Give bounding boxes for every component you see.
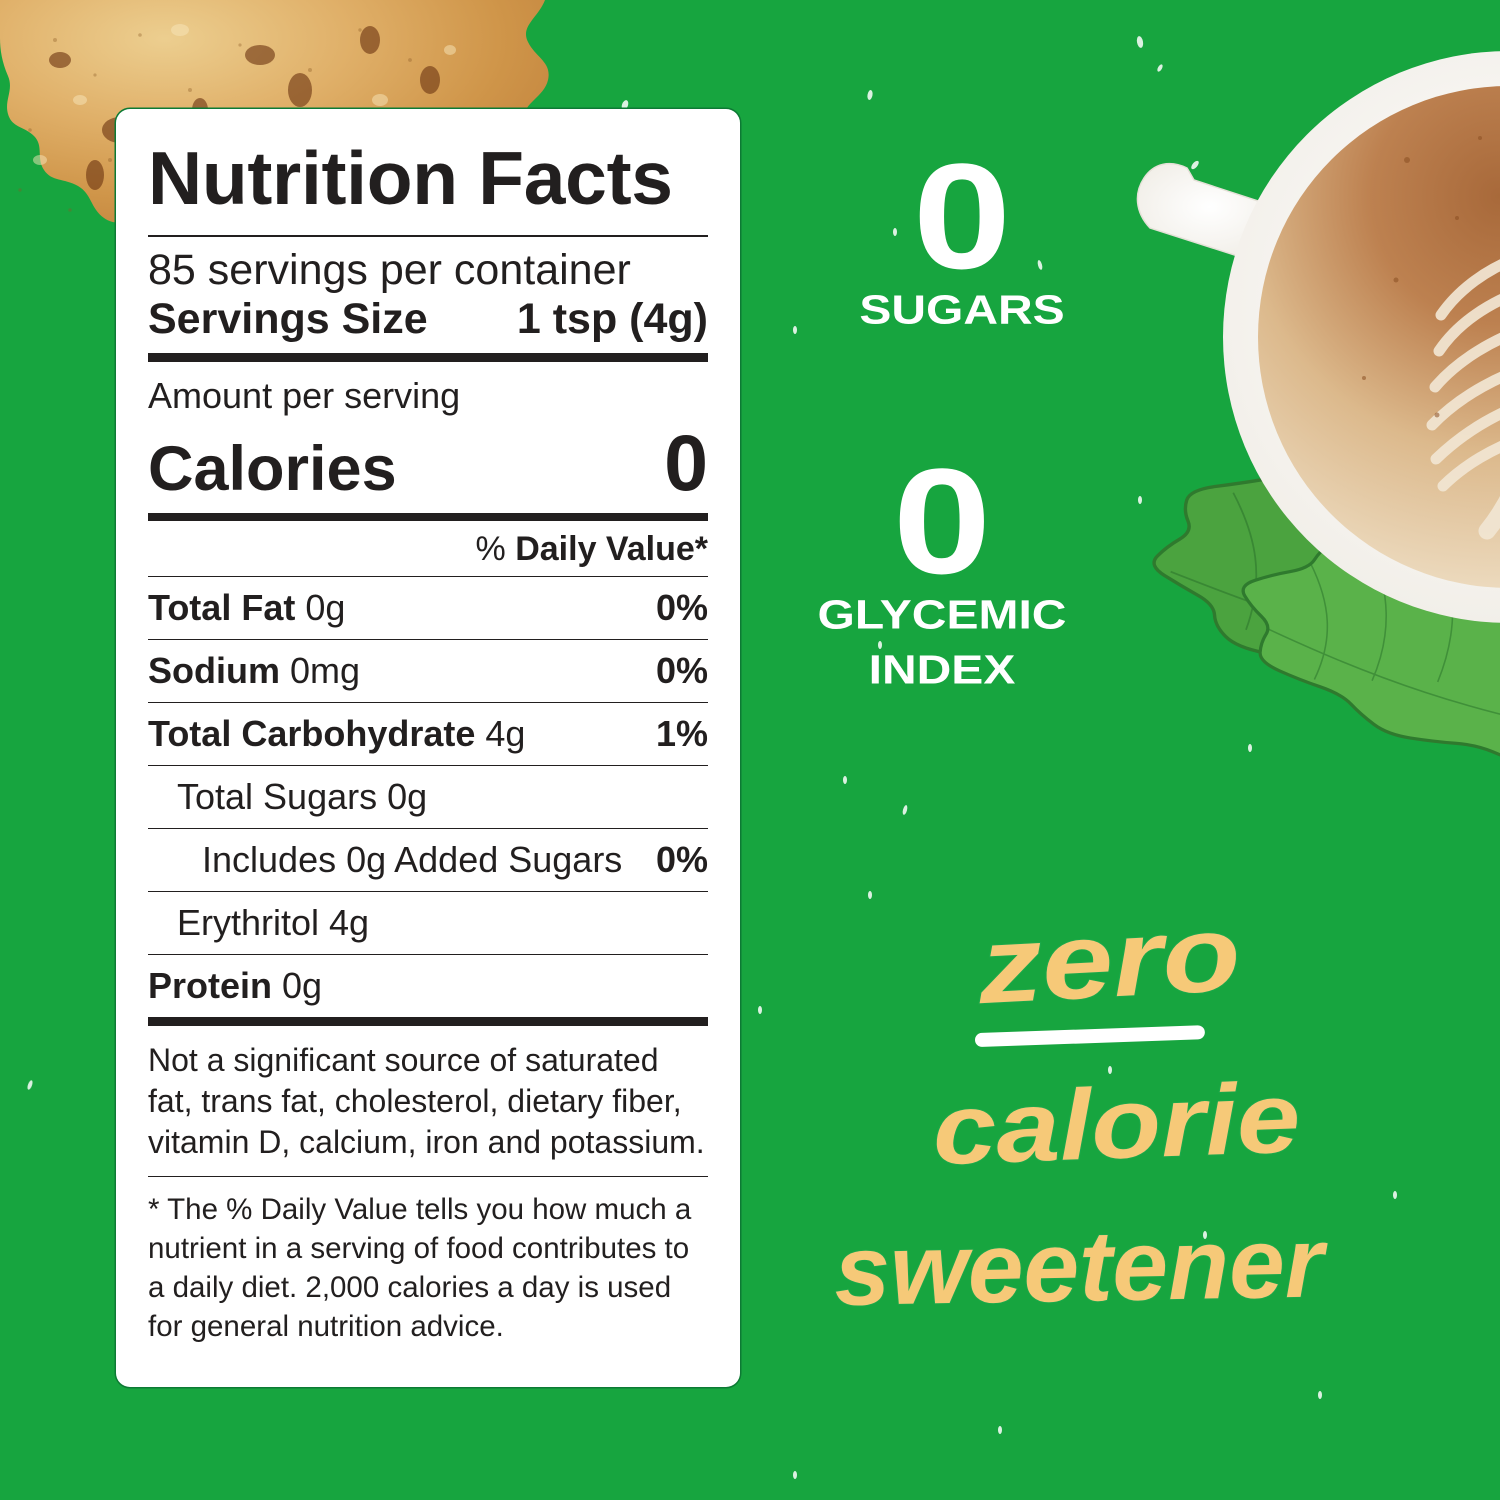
- svg-text:sweetener: sweetener: [833, 1206, 1329, 1327]
- svg-text:calorie: calorie: [931, 1061, 1302, 1186]
- svg-text:zero: zero: [974, 895, 1243, 1027]
